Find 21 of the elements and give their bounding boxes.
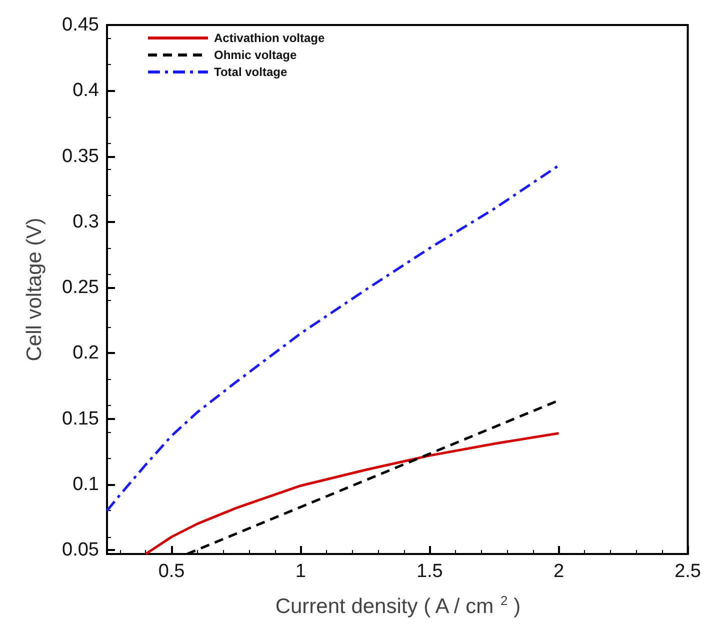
- line-series: [144, 432, 560, 556]
- line-series: [106, 164, 560, 512]
- y-tick-label: 0.4: [72, 80, 100, 102]
- legend-label: Activathion voltage: [214, 31, 326, 45]
- x-tick-label: 1: [295, 561, 306, 582]
- y-tick-label: 0.05: [62, 540, 99, 561]
- y-tick-label: 0.45: [62, 14, 99, 36]
- x-tick-label: 0.5: [158, 561, 185, 582]
- y-axis-title: Cell voltage (V): [23, 218, 46, 362]
- y-tick-label: 0.1: [72, 474, 99, 495]
- y-tick-label: 0.35: [62, 146, 99, 167]
- y-tick-label: 0.2: [72, 342, 99, 364]
- x-tick-label: 2: [553, 561, 564, 582]
- legend-label: Total voltage: [214, 65, 288, 79]
- x-axis-title: Current density ( A / cm 2 ): [275, 593, 521, 618]
- x-tick-label: 2.5: [674, 561, 702, 582]
- y-tick-label: 0.25: [62, 277, 99, 298]
- x-tick-label: 1.5: [416, 561, 443, 582]
- y-tick-label: 0.3: [72, 211, 99, 232]
- legend-label: Ohmic voltage: [214, 48, 298, 62]
- y-tick-label: 0.15: [62, 408, 99, 430]
